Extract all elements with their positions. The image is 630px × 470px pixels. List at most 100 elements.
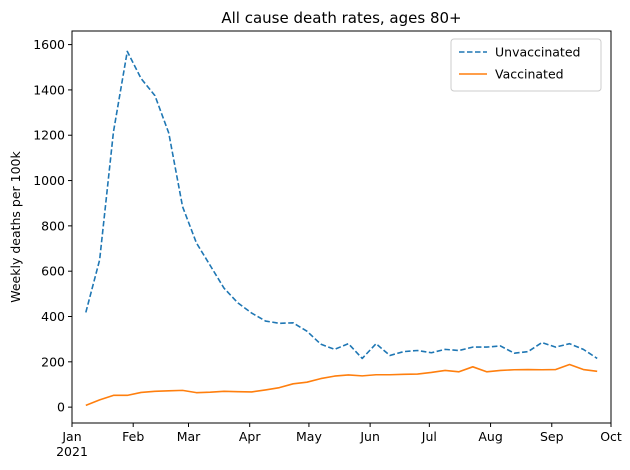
data-point-vaccinated bbox=[210, 392, 211, 393]
data-point-unvaccinated bbox=[127, 51, 128, 52]
data-point-unvaccinated bbox=[251, 313, 252, 314]
data-point-vaccinated bbox=[514, 369, 515, 370]
data-point-vaccinated bbox=[555, 369, 556, 370]
data-point-unvaccinated bbox=[223, 288, 224, 289]
x-tick-label: Mar bbox=[177, 429, 201, 444]
data-point-unvaccinated bbox=[541, 342, 542, 343]
data-point-unvaccinated bbox=[237, 302, 238, 303]
data-point-unvaccinated bbox=[583, 349, 584, 350]
data-point-unvaccinated bbox=[375, 343, 376, 344]
x-tick-label: Apr bbox=[239, 429, 261, 444]
data-point-unvaccinated bbox=[99, 259, 100, 260]
data-point-vaccinated bbox=[583, 369, 584, 370]
data-point-vaccinated bbox=[99, 399, 100, 400]
data-point-vaccinated bbox=[486, 371, 487, 372]
data-point-unvaccinated bbox=[555, 346, 556, 347]
data-point-vaccinated bbox=[569, 364, 570, 365]
data-point-unvaccinated bbox=[569, 343, 570, 344]
data-point-unvaccinated bbox=[348, 343, 349, 344]
x-tick-label: Jun bbox=[359, 429, 380, 444]
y-axis-label: Weekly deaths per 100k bbox=[8, 150, 23, 302]
data-point-vaccinated bbox=[431, 372, 432, 373]
data-point-unvaccinated bbox=[113, 131, 114, 132]
data-point-vaccinated bbox=[320, 378, 321, 379]
series-line-vaccinated bbox=[85, 363, 598, 407]
series-line-unvaccinated bbox=[85, 50, 598, 360]
x-tick-label: Jan bbox=[61, 429, 81, 444]
data-point-unvaccinated bbox=[279, 323, 280, 324]
legend-label-unvaccinated: Unvaccinated bbox=[495, 45, 580, 60]
x-tick-label: Aug bbox=[478, 429, 502, 444]
x-tick-label: Oct bbox=[600, 429, 622, 444]
data-point-unvaccinated bbox=[182, 206, 183, 207]
data-point-unvaccinated bbox=[472, 346, 473, 347]
x-tick-sublabel: 2021 bbox=[56, 444, 88, 459]
data-point-unvaccinated bbox=[265, 320, 266, 321]
data-point-unvaccinated bbox=[500, 345, 501, 346]
data-point-vaccinated bbox=[223, 391, 224, 392]
y-tick-label: 1600 bbox=[33, 37, 65, 52]
data-point-unvaccinated bbox=[486, 346, 487, 347]
data-point-vaccinated bbox=[154, 391, 155, 392]
y-tick-label: 200 bbox=[41, 354, 65, 369]
y-tick-label: 1400 bbox=[33, 82, 65, 97]
data-point-vaccinated bbox=[293, 383, 294, 384]
data-point-vaccinated bbox=[403, 374, 404, 375]
data-point-unvaccinated bbox=[403, 351, 404, 352]
y-tick-label: 800 bbox=[41, 218, 65, 233]
data-point-unvaccinated bbox=[417, 350, 418, 351]
data-point-unvaccinated bbox=[527, 351, 528, 352]
data-point-unvaccinated bbox=[168, 132, 169, 133]
data-point-unvaccinated bbox=[362, 358, 363, 359]
data-point-vaccinated bbox=[265, 389, 266, 390]
x-tick-label: May bbox=[296, 429, 322, 444]
y-tick-label: 600 bbox=[41, 264, 65, 279]
plot-frame bbox=[71, 30, 612, 424]
data-point-vaccinated bbox=[334, 375, 335, 376]
data-point-vaccinated bbox=[306, 382, 307, 383]
data-point-unvaccinated bbox=[445, 349, 446, 350]
legend-box bbox=[450, 38, 602, 92]
x-tick-label: Feb bbox=[122, 429, 144, 444]
chart-series bbox=[85, 50, 598, 407]
data-point-vaccinated bbox=[251, 391, 252, 392]
y-tick-label: 1200 bbox=[33, 128, 65, 143]
data-point-unvaccinated bbox=[458, 350, 459, 351]
x-tick-label: Jul bbox=[421, 429, 437, 444]
data-point-vaccinated bbox=[375, 374, 376, 375]
data-point-vaccinated bbox=[113, 395, 114, 396]
data-point-unvaccinated bbox=[154, 95, 155, 96]
data-point-vaccinated bbox=[237, 391, 238, 392]
data-point-vaccinated bbox=[168, 390, 169, 391]
data-point-unvaccinated bbox=[196, 242, 197, 243]
data-point-unvaccinated bbox=[85, 312, 86, 313]
data-point-vaccinated bbox=[85, 405, 86, 406]
data-point-vaccinated bbox=[527, 369, 528, 370]
data-point-unvaccinated bbox=[597, 358, 598, 359]
y-tick-label: 1000 bbox=[33, 173, 65, 188]
legend: Unvaccinated Vaccinated bbox=[450, 38, 602, 92]
data-point-unvaccinated bbox=[389, 355, 390, 356]
chart-title: All cause death rates, ages 80+ bbox=[221, 9, 461, 27]
y-tick-label: 0 bbox=[57, 400, 65, 415]
x-tick-label: Sep bbox=[540, 429, 564, 444]
legend-label-vaccinated: Vaccinated bbox=[495, 67, 564, 82]
data-point-vaccinated bbox=[541, 369, 542, 370]
data-point-vaccinated bbox=[348, 374, 349, 375]
data-point-vaccinated bbox=[127, 395, 128, 396]
data-point-unvaccinated bbox=[320, 344, 321, 345]
data-point-unvaccinated bbox=[431, 352, 432, 353]
data-point-unvaccinated bbox=[514, 353, 515, 354]
data-point-vaccinated bbox=[362, 375, 363, 376]
data-point-vaccinated bbox=[389, 374, 390, 375]
data-point-unvaccinated bbox=[306, 331, 307, 332]
data-point-vaccinated bbox=[141, 392, 142, 393]
data-point-unvaccinated bbox=[141, 78, 142, 79]
data-point-vaccinated bbox=[417, 373, 418, 374]
data-point-unvaccinated bbox=[293, 322, 294, 323]
data-point-vaccinated bbox=[445, 370, 446, 371]
data-point-vaccinated bbox=[182, 390, 183, 391]
data-point-unvaccinated bbox=[210, 265, 211, 266]
